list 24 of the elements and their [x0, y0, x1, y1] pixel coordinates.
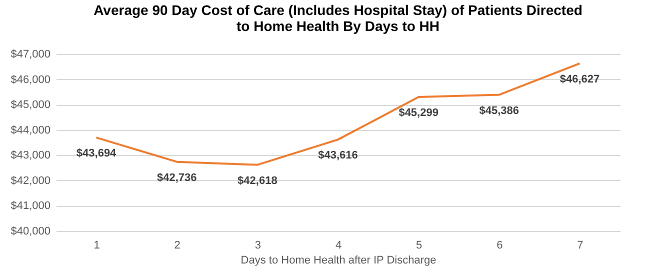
data-label: $45,299 — [398, 107, 438, 120]
x-tick-label: 4 — [335, 240, 342, 252]
x-tick-label: 7 — [577, 240, 584, 252]
data-label: $45,386 — [479, 104, 520, 117]
data-label: $43,616 — [318, 150, 358, 162]
y-tick-label: $44,000 — [10, 124, 50, 136]
x-tick-label: 1 — [94, 240, 100, 252]
data-label: $46,627 — [560, 73, 600, 86]
data-label: $42,618 — [238, 174, 278, 187]
chart-title: Average 90 Day Cost of Care (Includes Hospital Stay) of Patients Directed to Home Health By Days to HH — [94, 2, 582, 34]
x-tick-label: 2 — [174, 240, 180, 252]
data-label: $43,694 — [76, 148, 118, 160]
x-tick-label: 5 — [416, 240, 422, 252]
y-tick-label: $41,000 — [10, 200, 50, 212]
y-tick-label: $42,000 — [10, 174, 50, 187]
y-tick-label: $45,000 — [10, 99, 50, 112]
y-tick-label: $47,000 — [10, 48, 50, 60]
y-tick-label: $46,000 — [10, 74, 50, 86]
y-tick-label: $40,000 — [10, 226, 50, 238]
data-label: $42,736 — [156, 172, 197, 184]
x-axis-title: Days to Home Health after IP Discharge — [240, 254, 436, 266]
x-tick-label: 3 — [254, 240, 261, 252]
y-tick-label: $43,000 — [10, 150, 50, 162]
x-tick-label: 6 — [496, 240, 503, 252]
